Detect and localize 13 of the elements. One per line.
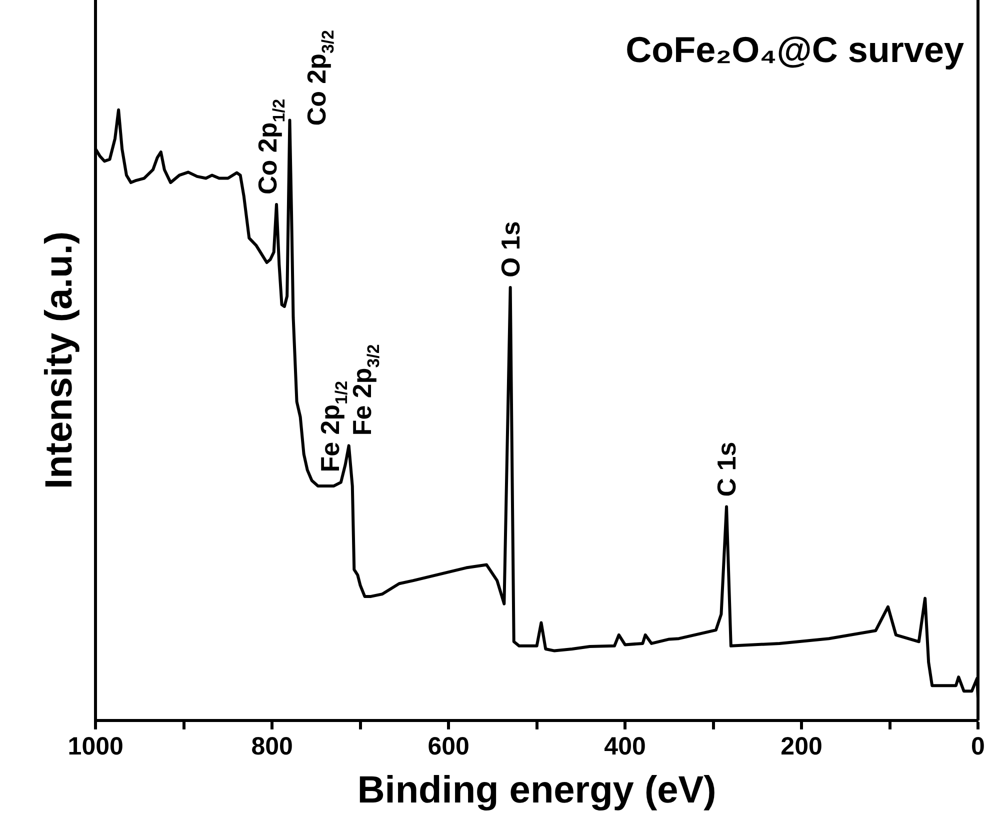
annotation: Co 2p1/2 — [252, 98, 288, 195]
x-tick-label: 600 — [428, 732, 470, 760]
x-axis-title: Binding energy (eV) — [357, 770, 716, 812]
x-tick-label: 0 — [971, 732, 985, 760]
y-axis-title: Intensity (a.u.) — [38, 231, 80, 489]
annotation: O 1s — [495, 221, 526, 278]
x-tick-label: 1000 — [68, 732, 124, 760]
x-tick-label: 800 — [251, 732, 293, 760]
x-tick-label: 400 — [604, 732, 646, 760]
annotation: Co 2p3/2 — [302, 30, 338, 126]
annotation: C 1s — [712, 442, 742, 497]
x-tick-label: 200 — [780, 732, 822, 760]
chart-title: CoFe₂O₄@C survey — [626, 29, 964, 70]
